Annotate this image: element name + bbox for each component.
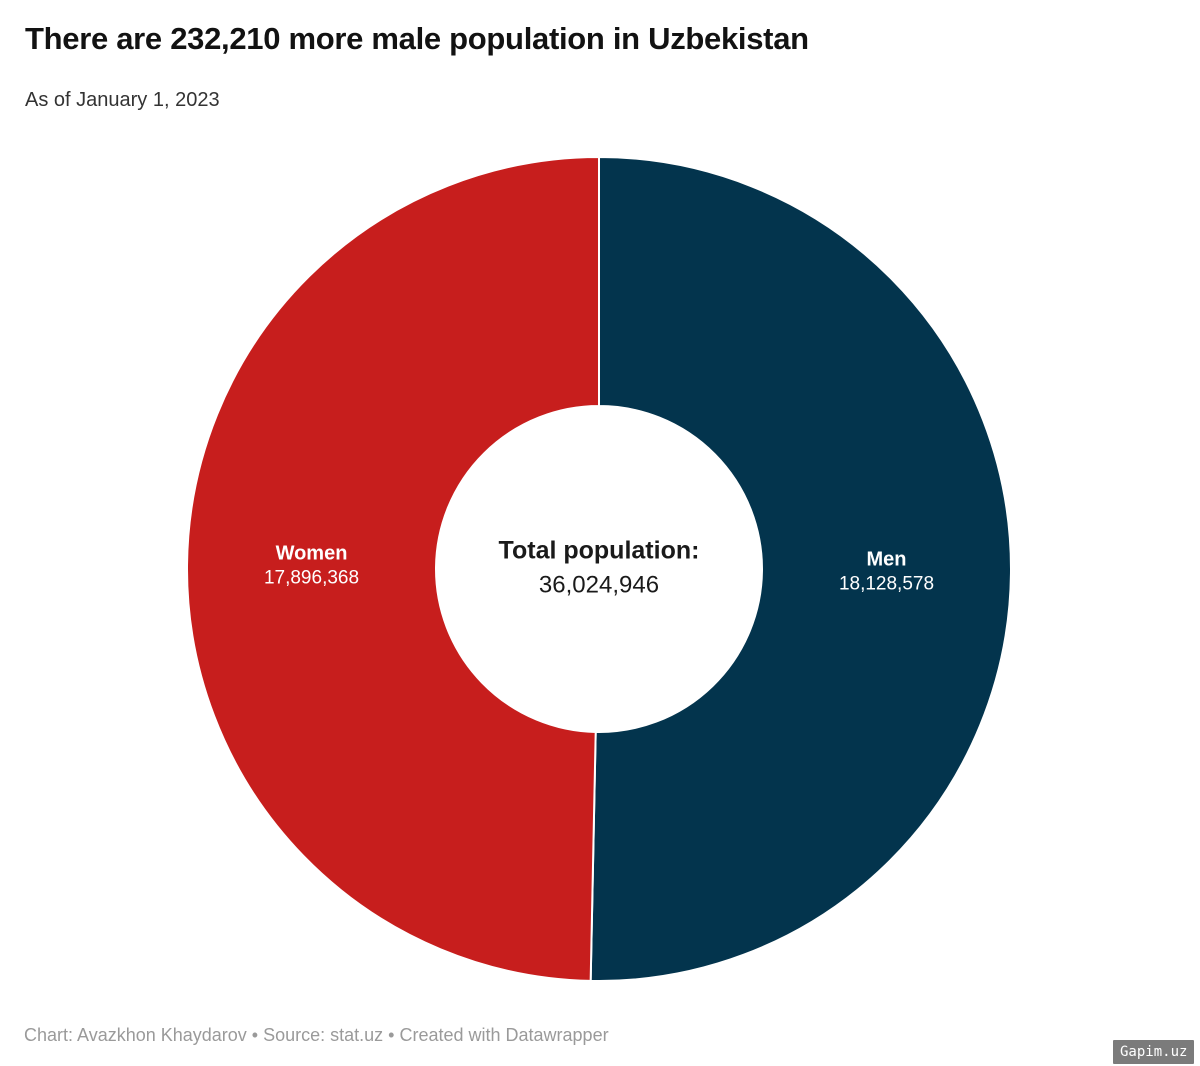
donut-svg: [185, 156, 1012, 982]
donut-slice-men[interactable]: [589, 156, 1012, 982]
chart-title: There are 232,210 more male population i…: [25, 21, 809, 56]
chart-subtitle: As of January 1, 2023: [25, 89, 220, 111]
chart-credit: Chart: Avazkhon Khaydarov • Source: stat…: [24, 1025, 609, 1045]
donut-chart: Men 18,128,578 Women 17,896,368 Total popul…: [185, 155, 1013, 983]
donut-slice-women[interactable]: [185, 156, 600, 982]
watermark-badge: Gapim.uz: [1113, 1040, 1195, 1064]
